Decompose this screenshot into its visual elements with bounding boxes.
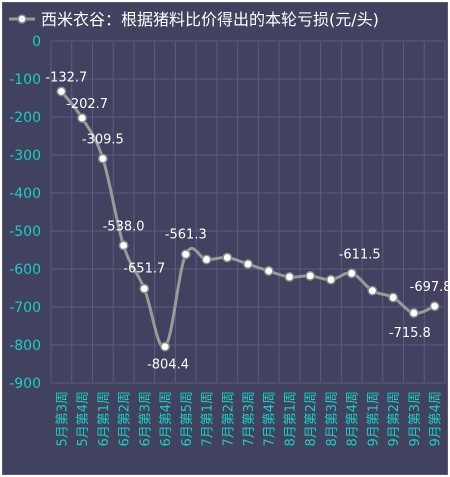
data-point-marker <box>325 274 336 285</box>
data-point-marker <box>77 113 88 123</box>
x-tick-label: 7月第1周 <box>201 391 216 447</box>
x-tick-label: 8月第3周 <box>325 391 340 447</box>
x-tick-label: 5月第4周 <box>76 391 91 447</box>
data-label: -697.8 <box>410 280 449 295</box>
data-point-marker <box>201 254 212 265</box>
data-label: -715.8 <box>389 326 431 341</box>
y-tick-label: -900 <box>9 376 41 392</box>
x-tick-label: 9月第4周 <box>429 391 444 447</box>
data-point-marker <box>222 252 233 263</box>
series-group: -132.7 -202.7 -309.5 -538.0 -651.7 -804.4 -561… <box>45 70 449 372</box>
data-label: -538.0 <box>103 219 145 234</box>
x-tick-label: 6月第4周 <box>159 391 174 447</box>
data-label: -651.7 <box>123 262 165 277</box>
y-tick-label: -700 <box>9 300 41 316</box>
x-tick-label: 6月第3周 <box>138 391 153 447</box>
x-tick-label: 6月第5周 <box>180 391 195 447</box>
data-point-marker <box>139 283 150 294</box>
x-tick-label: 7月第2周 <box>221 391 236 447</box>
data-point-marker <box>56 86 67 97</box>
data-point-marker <box>408 308 419 318</box>
x-tick-label: 7月第4周 <box>263 391 278 447</box>
data-point-marker <box>367 285 378 296</box>
y-tick-label: -600 <box>9 262 41 278</box>
data-point-marker <box>346 268 357 279</box>
x-tick-label: 9月第1周 <box>366 391 381 447</box>
data-point-marker <box>263 265 274 276</box>
x-tick-label: 7月第3周 <box>242 391 257 447</box>
data-point-marker <box>388 292 399 303</box>
y-tick-label: -200 <box>9 110 41 126</box>
data-label: -202.7 <box>66 97 108 112</box>
x-tick-label: 8月第4周 <box>346 391 361 447</box>
data-point-marker <box>97 153 108 164</box>
data-label: -132.7 <box>45 70 87 85</box>
y-tick-label: 0 <box>32 34 41 50</box>
x-axis-tick-labels: 5月第3周 5月第4周 6月第1周 6月第2周 6月第3周 6月第4周 6月第5周 7月第1周… <box>55 391 443 447</box>
data-point-marker <box>284 272 295 282</box>
x-tick-label: 9月第2周 <box>387 391 402 447</box>
legend[interactable]: 西米衣谷：根据猪料比价得出的本轮亏损(元/头) <box>9 10 379 29</box>
y-tick-label: -500 <box>9 224 41 240</box>
data-label: -611.5 <box>339 247 381 262</box>
data-point-marker <box>429 301 440 312</box>
data-point-marker <box>305 270 316 281</box>
y-tick-label: -400 <box>9 186 41 202</box>
data-point-marker <box>118 240 129 251</box>
x-tick-label: 6月第2周 <box>118 391 133 447</box>
data-label: -561.3 <box>165 227 207 242</box>
data-label: -804.4 <box>147 358 189 373</box>
x-tick-label: 8月第1周 <box>283 391 298 447</box>
data-point-marker <box>160 341 171 352</box>
x-tick-label: 5月第3周 <box>55 391 70 447</box>
data-point-marker <box>243 259 253 270</box>
x-tick-label: 6月第1周 <box>97 391 112 447</box>
data-label: -309.5 <box>82 133 124 148</box>
x-tick-label: 9月第3周 <box>408 391 423 447</box>
data-point-marker <box>180 249 191 260</box>
y-tick-label: -300 <box>9 148 41 164</box>
x-tick-label: 8月第2周 <box>304 391 319 447</box>
y-tick-label: -100 <box>9 72 41 88</box>
line-chart: 0 -100 -200 -300 -400 -500 -600 -700 -800 -900 5月… <box>9 10 449 447</box>
y-tick-label: -800 <box>9 338 41 354</box>
grid-lines <box>50 40 446 384</box>
y-axis-tick-labels: 0 -100 -200 -300 -400 -500 -600 -700 -800 -900 <box>9 34 41 392</box>
legend-marker-swatch <box>17 14 27 24</box>
legend-series-name: 西米衣谷：根据猪料比价得出的本轮亏损(元/头) <box>41 10 379 29</box>
